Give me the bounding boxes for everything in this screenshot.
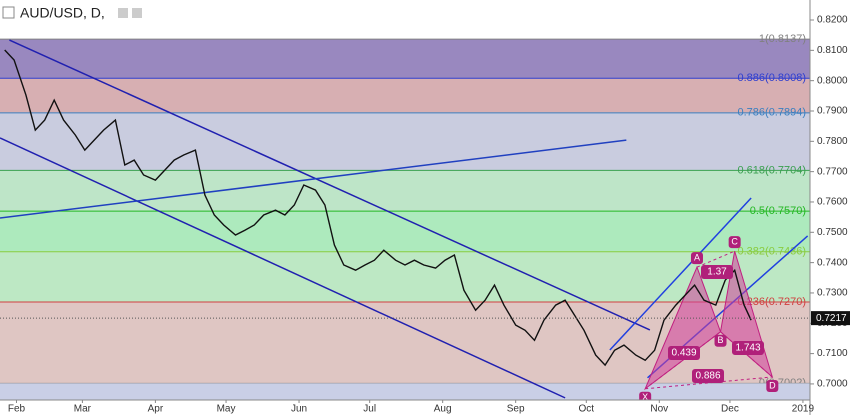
collapse-button[interactable]	[2, 6, 15, 19]
y-tick-label: 0.7300	[817, 288, 848, 299]
pattern-point-badge	[690, 252, 703, 265]
x-tick-label: Aug	[434, 404, 452, 415]
ratio-badge	[692, 369, 724, 383]
fib-label: 0.618(0.7704)	[738, 164, 807, 176]
y-tick-label: 0.7000	[817, 379, 848, 390]
ratio-badge	[668, 346, 700, 360]
y-tick-label: 0.7700	[817, 166, 848, 177]
x-tick-label: Nov	[650, 404, 668, 415]
pattern-point-badge	[728, 236, 741, 249]
fib-band	[0, 211, 810, 252]
x-tick-label: Sep	[507, 404, 525, 415]
y-tick-label: 0.7600	[817, 197, 848, 208]
trendline	[0, 137, 566, 399]
x-tick-label: Dec	[721, 404, 739, 415]
last-price-label: 0.7217	[816, 313, 847, 324]
fib-label: 0.786(0.7894)	[738, 107, 807, 119]
last-price-tag	[811, 311, 850, 326]
x-tick-label: Jul	[363, 404, 376, 415]
fib-label: 0.886(0.8008)	[738, 72, 807, 84]
y-tick-label: 0.8000	[817, 75, 848, 86]
trendline	[0, 139, 627, 219]
fib-band	[0, 78, 810, 113]
fib-band	[0, 39, 810, 79]
time-axis	[0, 400, 850, 415]
chart-title: AUD/USD, D,	[20, 5, 105, 21]
pattern-point-badge	[766, 379, 779, 392]
pattern-point-badge	[714, 334, 727, 347]
fib-band	[0, 112, 810, 171]
y-tick-label: 0.7900	[817, 106, 848, 117]
x-tick-label: Mar	[74, 404, 92, 415]
y-tick-label: 0.7800	[817, 136, 848, 147]
ratio-label: 1.37	[707, 267, 727, 278]
plot-area: 1(0.8137) 0.886(0.8008) 0.786(0.7894) 0.618…	[0, 33, 810, 404]
close-icon[interactable]	[132, 8, 142, 18]
y-tick-label: 0.8100	[817, 45, 848, 56]
trendline	[609, 197, 752, 351]
fib-band	[0, 170, 810, 212]
y-tick-label: 0.7500	[817, 227, 848, 238]
price-axis	[810, 0, 850, 415]
pattern-point-label: D	[769, 380, 776, 390]
ratio-label: 0.886	[695, 371, 720, 382]
x-tick-label: Oct	[579, 404, 595, 415]
ratio-badge	[701, 265, 733, 279]
pattern-point-label: A	[694, 253, 700, 263]
fib-band	[0, 251, 810, 303]
fib-label: 1(0.8137)	[759, 33, 806, 45]
x-tick-label: Jun	[291, 404, 307, 415]
y-tick-label: 0.7400	[817, 257, 848, 268]
pattern-leg	[644, 331, 721, 390]
x-tick-label: May	[217, 404, 236, 415]
fib-label: 0.5(0.7570)	[750, 205, 806, 217]
settings-icon[interactable]	[118, 8, 128, 18]
fib-label: 0.382(0.7436)	[738, 246, 807, 258]
fib-band	[0, 383, 810, 400]
ratio-badge	[732, 341, 764, 355]
ratio-label: 0.439	[671, 348, 696, 359]
x-tick-label: 2019	[792, 404, 815, 415]
ratio-label: 1.743	[735, 343, 760, 354]
y-tick-label: 0.7100	[817, 348, 848, 359]
x-tick-label: Apr	[148, 404, 164, 415]
pattern-leg	[696, 250, 735, 268]
price-line	[4, 49, 752, 367]
fib-label: 0.236(0.7270)	[738, 296, 807, 308]
trendline	[9, 39, 651, 331]
pattern-point-label: X	[642, 392, 648, 402]
x-tick-label: Feb	[8, 404, 26, 415]
pattern-point-label: B	[718, 335, 724, 345]
pattern-point-label: C	[731, 236, 738, 246]
y-tick-label: 0.8200	[817, 15, 848, 26]
